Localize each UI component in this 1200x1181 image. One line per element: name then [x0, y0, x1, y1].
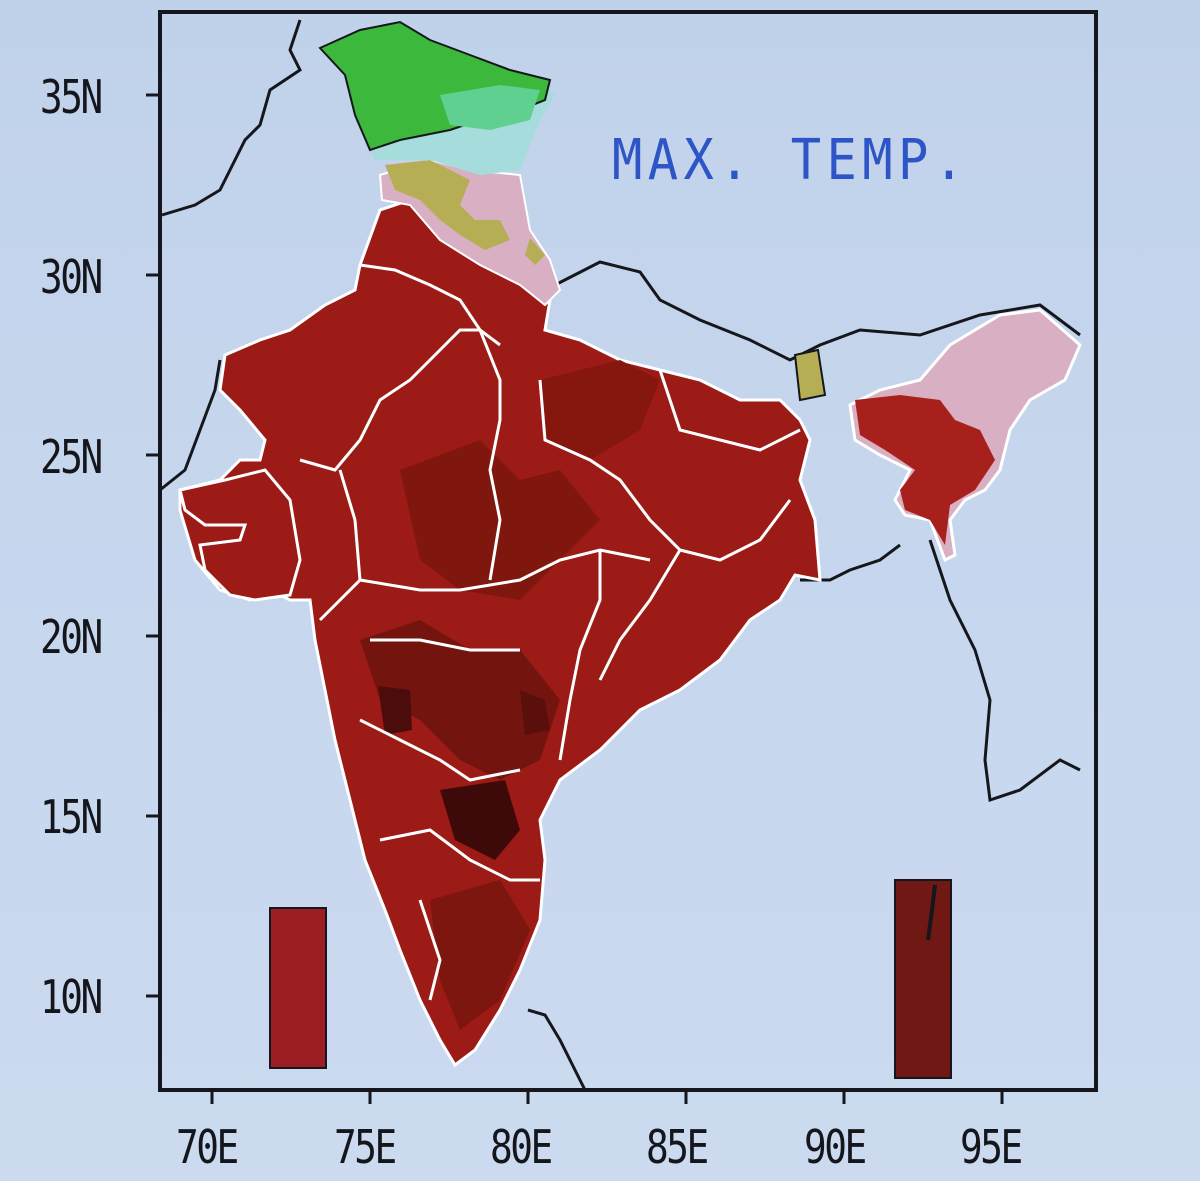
y-tick-label-30n: 30N [40, 250, 103, 304]
x-tick-label-75e: 75E [334, 1120, 397, 1174]
x-tick-label-70e: 70E [176, 1120, 239, 1174]
color-bar-right-mark [926, 884, 937, 941]
color-bar-left [269, 907, 327, 1069]
neighbour-border-myanmar [928, 539, 1081, 803]
y-tick-label-15n: 15N [40, 790, 103, 844]
x-tick-label-90e: 90E [804, 1120, 867, 1174]
zone-hottest-2 [440, 780, 520, 860]
zone-olive [385, 160, 510, 250]
zone-green-light [440, 85, 540, 130]
x-tick-label-95e: 95E [960, 1120, 1023, 1174]
zone-olive-2 [525, 238, 545, 265]
x-tick-marks [210, 1090, 1004, 1104]
y-tick-label-20n: 20N [40, 610, 103, 664]
y-tick-label-35n: 35N [40, 70, 103, 124]
zone-hotter-deccan [360, 620, 560, 780]
color-bar-right [894, 879, 952, 1079]
y-tick-marks [146, 93, 160, 998]
india-landmass [178, 198, 822, 1068]
sikkim-olive [793, 348, 827, 402]
map-frame [158, 10, 1098, 1092]
zone-hotter-east [540, 360, 660, 460]
y-tick-label-25n: 25N [40, 430, 103, 484]
northeast-hot-zone [855, 395, 995, 545]
neighbour-border-pakistan [160, 19, 302, 492]
neighbour-border-china [554, 260, 1081, 362]
x-tick-label-85e: 85E [646, 1120, 709, 1174]
zone-hotter-south [430, 880, 530, 1030]
map-title: MAX. TEMP. [612, 128, 970, 193]
zone-hottest-3 [520, 690, 550, 735]
y-tick-label-10n: 10N [40, 970, 103, 1024]
gujarat-landmass [178, 468, 302, 602]
x-tick-label-80e: 80E [490, 1120, 553, 1174]
state-borders [299, 263, 801, 1001]
zone-hottest-1 [378, 686, 412, 735]
neighbour-border-srilanka [527, 1008, 587, 1090]
